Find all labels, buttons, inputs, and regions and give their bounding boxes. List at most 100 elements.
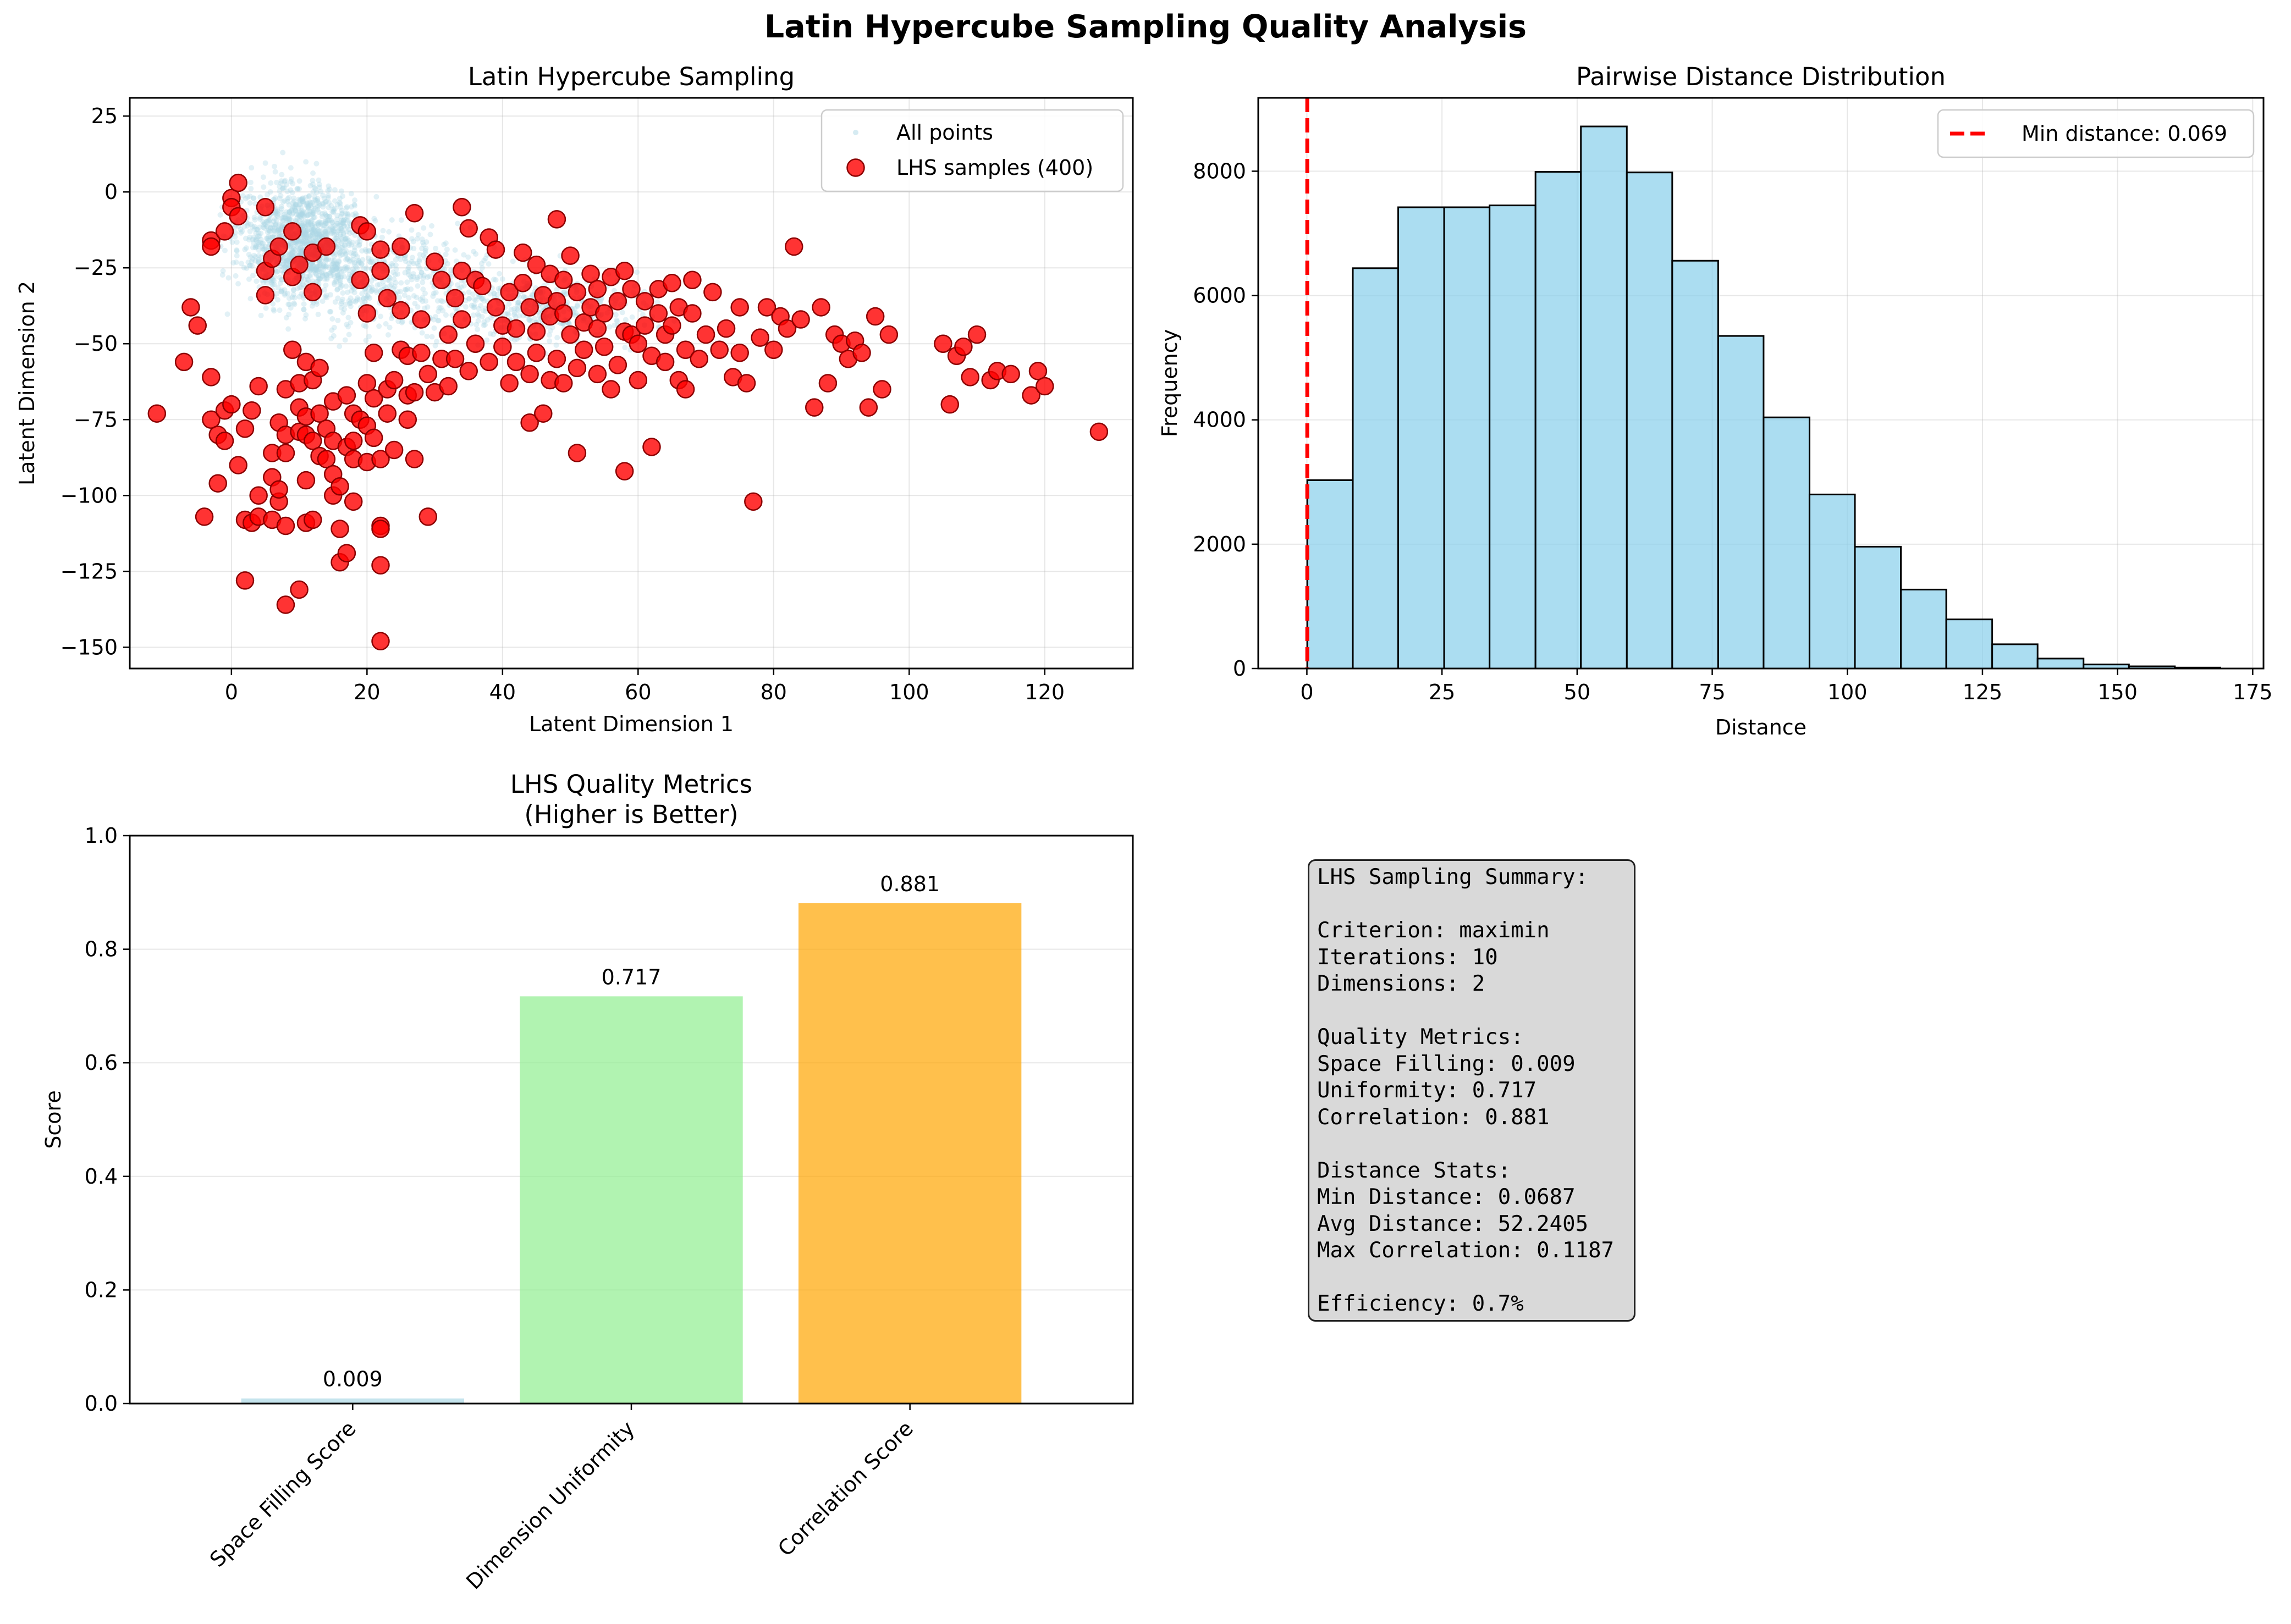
all-points-dot	[315, 263, 321, 269]
lhs-sample-point	[967, 325, 987, 344]
all-points-dot	[296, 218, 302, 224]
lhs-sample-point	[486, 240, 505, 259]
all-points-dot	[315, 273, 321, 279]
lhs-sample-point	[1001, 364, 1020, 384]
all-points-dot	[283, 181, 289, 187]
all-points-dot	[326, 205, 332, 211]
all-points-dot	[363, 323, 369, 329]
y-tick-label: −125	[60, 559, 118, 583]
all-points-dot	[251, 224, 257, 230]
all-points-dot	[370, 286, 376, 292]
all-points-dot	[491, 332, 497, 338]
all-points-dot	[338, 248, 344, 255]
all-points-dot	[303, 232, 309, 238]
metric-category-label: Space Filling Score	[205, 1416, 361, 1572]
all-points-dot	[515, 302, 521, 308]
all-points-dot	[308, 227, 314, 233]
all-points-dot	[330, 261, 336, 267]
all-points-dot	[302, 234, 309, 240]
lhs-sample-point	[229, 173, 247, 192]
all-points-dot	[341, 306, 347, 312]
all-points-dot	[340, 268, 346, 274]
all-points-dot	[622, 345, 628, 351]
all-points-dot	[342, 242, 348, 248]
all-points-dot	[250, 195, 256, 201]
all-points-dot	[350, 257, 356, 263]
all-points-dot	[328, 230, 334, 236]
metric-value-label: 0.881	[880, 872, 940, 896]
all-points-dot	[431, 290, 437, 296]
all-points-dot	[411, 246, 417, 252]
all-points-dot	[353, 251, 359, 257]
lhs-sample-point	[384, 440, 404, 460]
all-points-dot	[488, 314, 494, 321]
summary-line	[1317, 1131, 1634, 1158]
all-points-dot	[295, 285, 301, 291]
all-points-dot	[327, 186, 333, 192]
all-points-dot	[310, 231, 316, 237]
all-points-dot	[336, 259, 342, 265]
all-points-dot	[308, 218, 314, 224]
all-points-dot	[414, 277, 420, 283]
all-points-dot	[421, 225, 427, 231]
all-points-dot	[233, 259, 239, 266]
all-points-dot	[257, 216, 263, 222]
all-points-dot	[461, 252, 467, 258]
all-points-dot	[288, 208, 294, 214]
lhs-sample-point	[188, 316, 207, 335]
all-points-dot	[398, 289, 404, 295]
all-points-dot	[409, 255, 415, 261]
all-points-dot	[420, 252, 426, 258]
all-points-dot	[343, 283, 349, 289]
all-points-dot	[234, 247, 240, 253]
all-points-dot	[272, 211, 278, 217]
all-points-dot	[316, 233, 322, 239]
all-points-dot	[307, 199, 313, 205]
all-points-dot	[311, 185, 317, 191]
all-points-dot	[337, 250, 343, 256]
all-points-dot	[348, 242, 354, 248]
metric-value-label: 0.717	[602, 965, 662, 989]
all-points-dot	[280, 222, 286, 228]
all-points-dot	[317, 262, 323, 268]
all-points-dot	[282, 291, 288, 297]
all-points-dot	[343, 251, 349, 257]
all-points-dot	[315, 196, 321, 202]
all-points-dot	[476, 306, 482, 312]
all-points-dot	[298, 250, 304, 256]
all-points-dot	[399, 319, 405, 325]
all-points-dot	[234, 253, 240, 259]
all-points-dot	[287, 216, 293, 222]
all-points-dot	[298, 245, 304, 251]
lhs-sample-point	[310, 404, 329, 423]
all-points-dot	[332, 187, 338, 193]
all-points-dot	[234, 239, 240, 245]
all-points-dot	[465, 254, 471, 260]
all-points-dot	[290, 287, 296, 293]
histogram-bar	[1717, 335, 1765, 670]
all-points-dot	[304, 200, 310, 206]
all-points-dot	[260, 246, 266, 252]
all-points-dot	[325, 187, 331, 194]
all-points-dot	[266, 237, 272, 244]
all-points-dot	[351, 247, 357, 253]
lhs-sample-point	[1028, 362, 1048, 380]
all-points-dot	[268, 180, 274, 186]
lhs-sample-point	[202, 368, 221, 386]
all-points-dot	[281, 214, 287, 220]
all-points-dot	[438, 305, 444, 311]
all-points-dot	[309, 217, 315, 223]
all-points-dot	[258, 312, 264, 318]
all-points-dot	[385, 332, 391, 338]
all-points-dot	[346, 277, 353, 283]
all-points-dot	[329, 219, 335, 225]
all-points-dot	[258, 236, 264, 242]
lhs-sample-point	[514, 274, 532, 292]
all-points-dot	[388, 281, 394, 288]
all-points-dot	[328, 273, 334, 279]
all-points-dot	[376, 323, 382, 329]
all-points-dot	[304, 230, 310, 236]
all-points-dot	[505, 311, 511, 317]
all-points-dot	[305, 205, 311, 211]
all-points-dot	[293, 203, 299, 209]
